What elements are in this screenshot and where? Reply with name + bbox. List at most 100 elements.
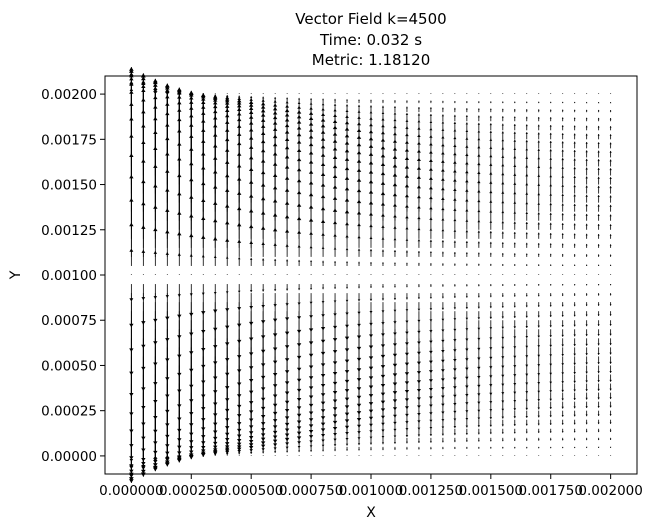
vector-arrow	[321, 293, 325, 304]
vector-arrow	[537, 183, 541, 194]
vector-arrow	[489, 428, 492, 435]
vector-arrow	[561, 356, 565, 366]
vector-arrow	[573, 401, 576, 409]
vector-arrow	[609, 204, 612, 212]
vector-arrow	[346, 446, 348, 451]
vector-arrow	[573, 356, 576, 365]
vector-arrow	[237, 293, 242, 311]
vector-arrow	[166, 274, 168, 275]
vector-arrow	[573, 167, 576, 176]
vector-arrow	[238, 274, 240, 275]
vector-arrow	[406, 100, 408, 104]
vector-arrow	[561, 213, 564, 221]
vector-arrow	[525, 392, 529, 402]
vector-arrow	[465, 230, 469, 239]
vector-arrow	[585, 194, 588, 203]
vector-arrow	[190, 274, 192, 275]
vector-arrow	[346, 454, 348, 456]
vector-arrow	[453, 302, 457, 310]
x-tick-label: 0.000250	[159, 483, 223, 499]
vector-arrow	[441, 121, 445, 131]
vector-arrow	[525, 293, 528, 297]
vector-arrow	[370, 93, 372, 95]
vector-arrow	[321, 103, 325, 113]
vector-arrow	[406, 262, 408, 266]
vector-arrow	[369, 311, 373, 326]
vector-arrow	[465, 122, 469, 131]
x-axis-ticks: 0.0000000.0002500.0005000.0007500.001000…	[99, 474, 643, 499]
title-line-2: Time: 0.032 s	[319, 31, 422, 49]
vector-arrow	[357, 248, 361, 257]
vector-arrow	[537, 410, 540, 418]
vector-arrow	[489, 302, 492, 309]
vector-arrow	[442, 284, 444, 287]
vector-arrow	[537, 174, 541, 185]
vector-arrow	[465, 219, 469, 230]
vector-arrow	[585, 167, 588, 176]
vector-arrow	[585, 141, 588, 149]
vector-arrow	[585, 356, 588, 365]
vector-arrow	[549, 365, 553, 375]
vector-arrow	[358, 99, 360, 104]
vector-arrow	[250, 93, 252, 95]
vector-arrow	[430, 284, 432, 287]
vector-arrow	[262, 93, 264, 95]
vector-arrow	[549, 132, 552, 140]
vector-arrow	[489, 410, 493, 420]
vector-arrow	[525, 419, 528, 426]
vector-arrow	[513, 338, 517, 349]
vector-arrow	[405, 250, 409, 257]
vector-arrow	[441, 240, 445, 248]
vector-arrow	[489, 115, 492, 122]
vector-arrow	[514, 274, 516, 275]
vector-arrow	[490, 454, 492, 456]
vector-arrow	[405, 106, 408, 113]
vector-arrow	[333, 247, 337, 257]
vector-arrow	[513, 147, 517, 158]
y-tick-label: 0.00125	[41, 223, 97, 239]
vector-arrow	[585, 446, 588, 449]
vector-arrow	[573, 311, 576, 317]
vector-arrow	[549, 149, 552, 158]
vector-arrow	[322, 454, 324, 456]
vector-arrow	[585, 401, 588, 409]
vector-arrow	[298, 284, 301, 291]
vector-arrow	[130, 274, 132, 275]
vector-arrow	[226, 274, 228, 275]
vector-arrow	[609, 401, 612, 408]
vector-arrow	[609, 419, 612, 424]
vector-arrow	[369, 105, 373, 113]
vector-arrow	[394, 93, 396, 95]
vector-arrow	[526, 101, 528, 104]
vector-arrow	[477, 437, 480, 442]
vector-arrow	[597, 125, 600, 131]
vector-arrow	[490, 101, 492, 104]
x-tick-label: 0.001250	[399, 483, 463, 499]
vector-arrow	[454, 100, 456, 104]
vector-arrow	[538, 446, 540, 449]
vector-arrow	[322, 260, 325, 266]
vector-arrow	[525, 365, 529, 376]
vector-arrow	[549, 203, 553, 212]
vector-arrow	[477, 311, 481, 320]
vector-arrow	[489, 138, 493, 149]
vector-arrow	[537, 356, 541, 367]
vector-arrow	[585, 176, 588, 185]
vector-arrow	[262, 96, 265, 104]
vector-arrow	[429, 107, 432, 113]
vector-arrow	[454, 263, 456, 266]
vector-arrow	[453, 114, 456, 122]
vector-arrow	[489, 241, 492, 248]
vector-arrow	[501, 210, 505, 221]
vector-arrow	[477, 320, 481, 330]
vector-arrow	[549, 175, 553, 185]
vector-arrow	[549, 401, 552, 410]
vector-arrow	[430, 263, 432, 266]
vector-arrow	[417, 320, 421, 334]
vector-arrow	[501, 123, 504, 131]
vector-arrow	[489, 329, 493, 340]
vector-arrow	[585, 125, 588, 131]
vector-arrow	[177, 284, 181, 297]
vector-arrow	[537, 419, 540, 426]
vector-arrow	[454, 284, 456, 287]
